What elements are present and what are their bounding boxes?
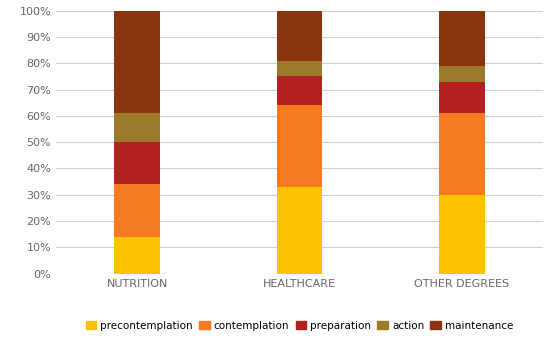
- Bar: [439, 113, 485, 195]
- Bar: [439, 11, 485, 66]
- Bar: [439, 66, 485, 82]
- Bar: [277, 60, 323, 77]
- Bar: [277, 105, 323, 187]
- Bar: [439, 82, 485, 113]
- Legend: precontemplation, contemplation, preparation, action, maintenance: precontemplation, contemplation, prepara…: [83, 318, 516, 333]
- Bar: [277, 11, 323, 60]
- Bar: [114, 113, 160, 142]
- Bar: [277, 187, 323, 274]
- Bar: [277, 77, 323, 105]
- Bar: [114, 237, 160, 274]
- Bar: [114, 142, 160, 184]
- Bar: [114, 11, 160, 113]
- Bar: [439, 195, 485, 274]
- Bar: [114, 184, 160, 237]
